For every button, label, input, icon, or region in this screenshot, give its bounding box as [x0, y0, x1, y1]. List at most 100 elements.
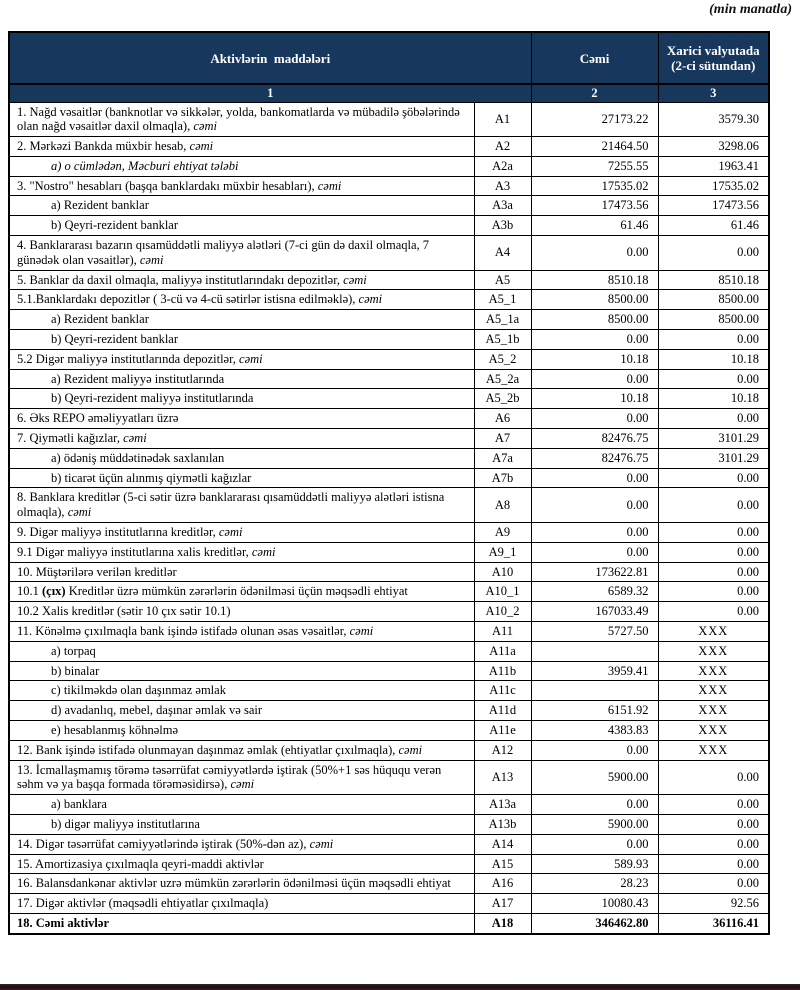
row-label-text: c) tikilməkdə olan daşınmaz əmlak: [51, 683, 226, 698]
table-row: b) binalar A11b 3959.41 XXX: [8, 660, 770, 682]
row-value-foreign: 0.00: [657, 813, 770, 835]
row-value-foreign: 8500.00: [657, 309, 770, 331]
row-label: 15. Amortizasiya çıxılmaqla qeyri-maddi …: [8, 853, 475, 875]
row-value-total: 5900.00: [530, 759, 659, 796]
table-row: 6. Əks REPO əməliyyatları üzrə A6 0.00 0.00: [8, 408, 770, 430]
row-value-total: 61.46: [530, 215, 659, 237]
row-label-text: 18. Cəmi aktivlər: [17, 915, 109, 930]
row-value-foreign: 0.00: [657, 235, 770, 271]
row-value-total: 17473.56: [530, 195, 659, 217]
row-label: 13. İcmallaşmamış törəmə təsərrüfat cəmi…: [8, 759, 475, 796]
row-code: A16: [473, 873, 532, 895]
row-label-text: 14. Digər təsərrüfat cəmiyyətlərində işt…: [17, 836, 310, 851]
row-label: a) o cümlədən, Məcburi ehtiyat tələbi: [8, 155, 475, 177]
row-value-foreign: 8500.00: [657, 289, 770, 311]
row-value-total: 0.00: [530, 487, 659, 524]
row-label-text: 4. Banklararası bazarın qısamüddətli mal…: [17, 238, 430, 267]
row-value-foreign: 0.00: [657, 853, 770, 875]
row-code: A5_2b: [473, 388, 532, 410]
row-value-foreign: XXX: [657, 660, 770, 682]
row-label-text: 10.1: [17, 584, 42, 599]
row-value-total: 10.18: [530, 388, 659, 410]
table-row: d) avadanlıq, mebel, daşınar əmlak və sa…: [8, 700, 770, 721]
row-code: A8: [473, 487, 532, 524]
row-code: A7b: [473, 467, 532, 489]
row-label: a) Rezident banklar: [8, 195, 475, 217]
row-label-text: 15. Amortizasiya çıxılmaqla qeyri-maddi …: [17, 856, 264, 871]
row-value-foreign: 17473.56: [657, 195, 770, 217]
row-label: a) ödəniş müddətinədək saxlanılan: [8, 447, 475, 469]
row-value-foreign: XXX: [657, 621, 770, 642]
table-row: 9. Digər maliyyə institutlarına kreditlə…: [8, 522, 770, 543]
row-label-text: cəmi: [343, 272, 367, 287]
row-label-text: 9.1 Digər maliyyə institutlarına xalis k…: [17, 544, 252, 559]
row-value-total: 27173.22: [530, 101, 659, 138]
row-code: A13b: [473, 813, 532, 835]
row-code: A17: [473, 893, 532, 914]
row-code: A4: [473, 235, 532, 271]
row-label: 6. Əks REPO əməliyyatları üzrə: [8, 408, 475, 430]
row-label-text: a) banklara: [51, 797, 107, 812]
row-label-text: cəmi: [189, 139, 214, 154]
row-code: A10_1: [473, 581, 532, 603]
table-row: 16. Balansdankənar aktivlər uzrə mümkün …: [8, 873, 770, 895]
table-row: a) ödəniş müddətinədək saxlanılan A7a 8247…: [8, 447, 770, 469]
row-value-foreign: XXX: [657, 739, 770, 761]
row-label: a) banklara: [8, 794, 475, 815]
row-value-foreign: 61.46: [657, 215, 770, 237]
row-value-foreign: 92.56: [657, 893, 770, 914]
row-label-text: cəmi: [309, 836, 334, 851]
row-value-total: 17535.02: [530, 175, 659, 197]
row-code: A5_1a: [473, 309, 532, 331]
row-code: A14: [473, 833, 532, 855]
row-value-foreign: 0.00: [657, 487, 770, 524]
row-value-total: 0.00: [530, 368, 659, 390]
row-label-text: 6. Əks REPO əməliyyatları üzrə: [17, 411, 179, 426]
table-row: a) banklara A13a 0.00 0.00: [8, 794, 770, 815]
row-value-foreign: 1963.41: [657, 155, 770, 177]
row-value-total: 3959.41: [530, 660, 659, 682]
header-colnum-3: 3: [657, 83, 770, 103]
row-label-text: b) Qeyri-rezident banklar: [51, 332, 179, 347]
row-value-foreign: XXX: [657, 720, 770, 741]
row-label: 5.1.Banklardakı depozitlər ( 3-cü və 4-c…: [8, 289, 475, 311]
row-label: 18. Cəmi aktivlər: [8, 912, 475, 935]
row-label: 4. Banklararası bazarın qısamüddətli mal…: [8, 235, 475, 271]
row-label-text: cəmi: [67, 505, 92, 520]
row-value-total: [530, 680, 659, 702]
row-value-foreign: 0.00: [657, 408, 770, 430]
row-code: A11e: [473, 720, 532, 741]
table-row: 15. Amortizasiya çıxılmaqla qeyri-maddi …: [8, 853, 770, 875]
row-label-text: cəmi: [239, 351, 263, 366]
table-row: 12. Bank işində istifadə olunmayan daşın…: [8, 739, 770, 761]
table-row: b) digər maliyyə institutlarına A13b 5900.…: [8, 813, 770, 835]
row-label: b) digər maliyyə institutlarına: [8, 813, 475, 835]
row-value-total: 7255.55: [530, 155, 659, 177]
row-label: 7. Qiymətli kağızlar, cəmi: [8, 428, 475, 449]
row-label: 14. Digər təsərrüfat cəmiyyətlərində işt…: [8, 833, 475, 855]
row-code: A12: [473, 739, 532, 761]
row-label-text: 10.2 Xalis kreditlər (sətir 10 çıx sətir…: [17, 604, 231, 619]
row-value-total: 0.00: [530, 541, 659, 563]
row-value-foreign: 0.00: [657, 467, 770, 489]
row-label-text: (çıx): [42, 584, 66, 599]
row-label: 12. Bank işində istifadə olunmayan daşın…: [8, 739, 475, 761]
row-label: 2. Mərkəzi Bankda müxbir hesab, cəmi: [8, 136, 475, 157]
row-value-foreign: 0.00: [657, 759, 770, 796]
row-value-total: 4383.83: [530, 720, 659, 741]
table-row: b) Qeyri-rezident maliyyə institutlarınd…: [8, 388, 770, 410]
row-value-total: 0.00: [530, 408, 659, 430]
row-label: d) avadanlıq, mebel, daşınar əmlak və sa…: [8, 700, 475, 721]
table-row: 10.1 (çıx) Kreditlər üzrə mümkün zərərlə…: [8, 581, 770, 603]
row-code: A9_1: [473, 541, 532, 563]
row-value-total: 167033.49: [530, 601, 659, 623]
row-label-text: b) Qeyri-rezident banklar: [51, 218, 179, 233]
row-label: b) Qeyri-rezident banklar: [8, 329, 475, 350]
row-code: A11b: [473, 660, 532, 682]
row-value-foreign: XXX: [657, 700, 770, 721]
row-label-text: cəmi: [193, 119, 217, 134]
table-row: a) Rezident maliyyə institutlarında A5_2a…: [8, 368, 770, 390]
row-value-total: 0.00: [530, 522, 659, 543]
header-foreign-label: Xarici valyutada (2-ci sütundan): [657, 31, 770, 85]
row-label-text: cəmi: [358, 292, 383, 307]
